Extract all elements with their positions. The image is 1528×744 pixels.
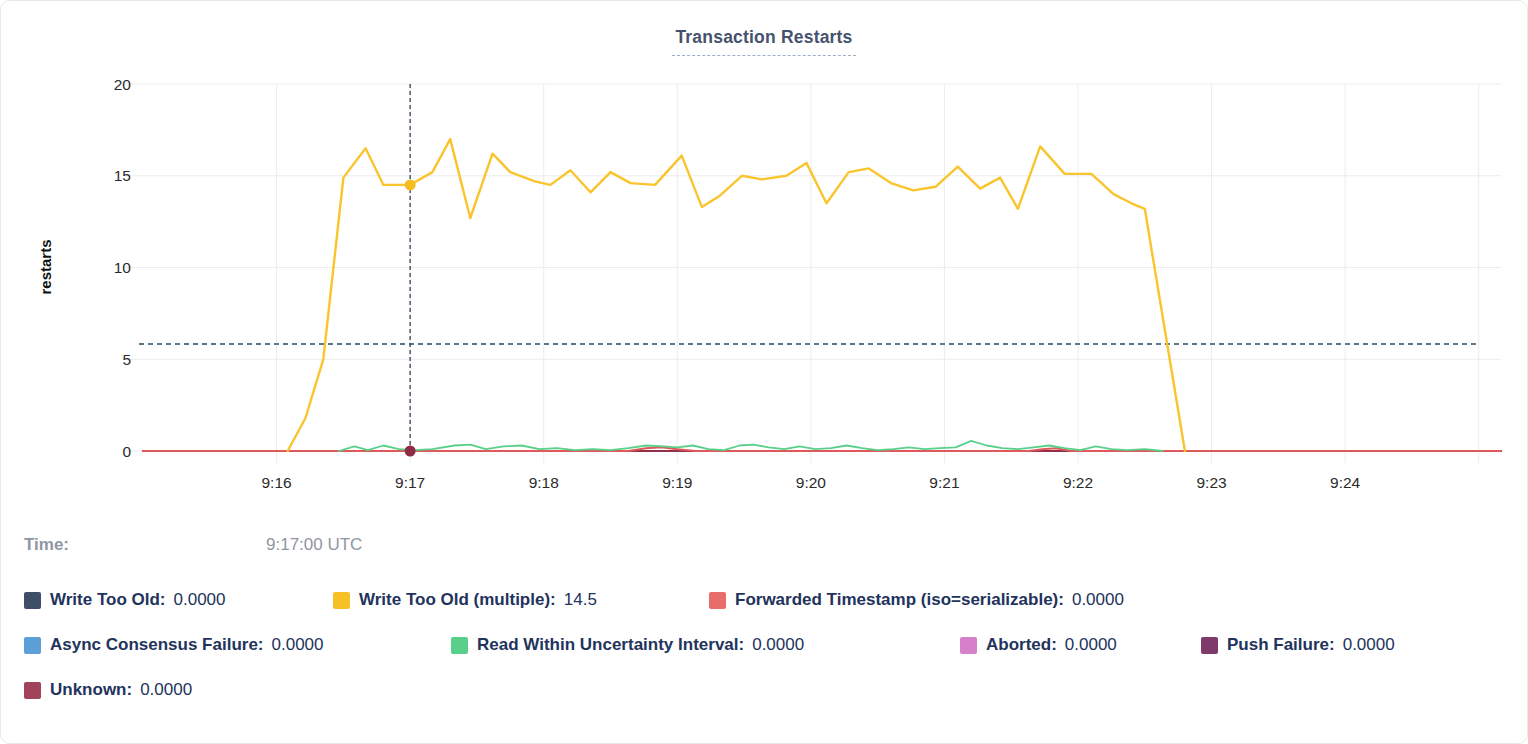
legend-item: Read Within Uncertainty Interval: 0.0000 <box>451 634 804 656</box>
crosshair-point-unknown <box>405 446 416 457</box>
y-axis-label: restarts <box>37 239 54 294</box>
legend-item: Aborted: 0.0000 <box>960 634 1117 656</box>
legend-item-value: 14.5 <box>564 590 597 610</box>
legend-item-label: Read Within Uncertainty Interval: <box>477 635 744 655</box>
series-line-write-too-old-multiple- <box>288 139 1185 451</box>
legend-swatch <box>24 637 41 654</box>
legend-swatch <box>451 637 468 654</box>
legend-item: Push Failure: 0.0000 <box>1201 634 1395 656</box>
legend-item-value: 0.0000 <box>174 590 226 610</box>
legend-item-value: 0.0000 <box>1072 590 1124 610</box>
legend-item-label: Unknown: <box>50 680 132 700</box>
legend-swatch <box>24 682 41 699</box>
y-tick-label: 20 <box>114 76 132 93</box>
legend-item-label: Write Too Old: <box>50 590 166 610</box>
crosshair-point-write-too-old-multiple- <box>405 179 416 190</box>
legend-item-value: 0.0000 <box>140 680 192 700</box>
legend-item: Async Consensus Failure: 0.0000 <box>24 634 324 656</box>
time-label: Time: <box>24 535 69 555</box>
legend-swatch <box>960 637 977 654</box>
x-tick-label: 9:21 <box>929 474 959 491</box>
legend-item-label: Forwarded Timestamp (iso=serializable): <box>735 590 1064 610</box>
y-tick-label: 15 <box>114 167 131 184</box>
legend-item: Write Too Old: 0.0000 <box>24 589 226 611</box>
x-tick-label: 9:16 <box>261 474 291 491</box>
legend-item: Unknown: 0.0000 <box>24 679 192 701</box>
x-tick-label: 9:22 <box>1063 474 1093 491</box>
legend-item-value: 0.0000 <box>752 635 804 655</box>
legend-item-value: 0.0000 <box>272 635 324 655</box>
chart-canvas[interactable]: 0 5 10 15 20 9:16 9:17 9:18 9:19 9:20 9:21 9:22 9:23… <box>1 1 1528 507</box>
time-value: 9:17:00 UTC <box>266 535 362 555</box>
legend-swatch <box>1201 637 1218 654</box>
legend-item-value: 0.0000 <box>1343 635 1395 655</box>
x-tick-label: 9:17 <box>395 474 425 491</box>
legend-item-value: 0.0000 <box>1065 635 1117 655</box>
x-tick-label: 9:18 <box>529 474 559 491</box>
legend-swatch <box>333 592 350 609</box>
x-tick-label: 9:20 <box>796 474 827 491</box>
legend-item: Write Too Old (multiple): 14.5 <box>333 589 597 611</box>
x-tick-label: 9:24 <box>1330 474 1361 491</box>
legend-item: Forwarded Timestamp (iso=serializable): 0… <box>709 589 1124 611</box>
y-tick-label: 0 <box>122 443 131 460</box>
legend-item-label: Aborted: <box>986 635 1057 655</box>
x-tick-label: 9:19 <box>662 474 692 491</box>
y-tick-label: 5 <box>122 351 131 368</box>
legend-item-label: Async Consensus Failure: <box>50 635 264 655</box>
legend-item-label: Write Too Old (multiple): <box>359 590 556 610</box>
legend-swatch <box>709 592 726 609</box>
legend-swatch <box>24 592 41 609</box>
y-tick-label: 10 <box>114 259 132 276</box>
x-tick-label: 9:23 <box>1197 474 1227 491</box>
legend-item-label: Push Failure: <box>1227 635 1335 655</box>
metric-chart-card: Transaction Restarts 051015209:169:179:1… <box>0 0 1528 744</box>
